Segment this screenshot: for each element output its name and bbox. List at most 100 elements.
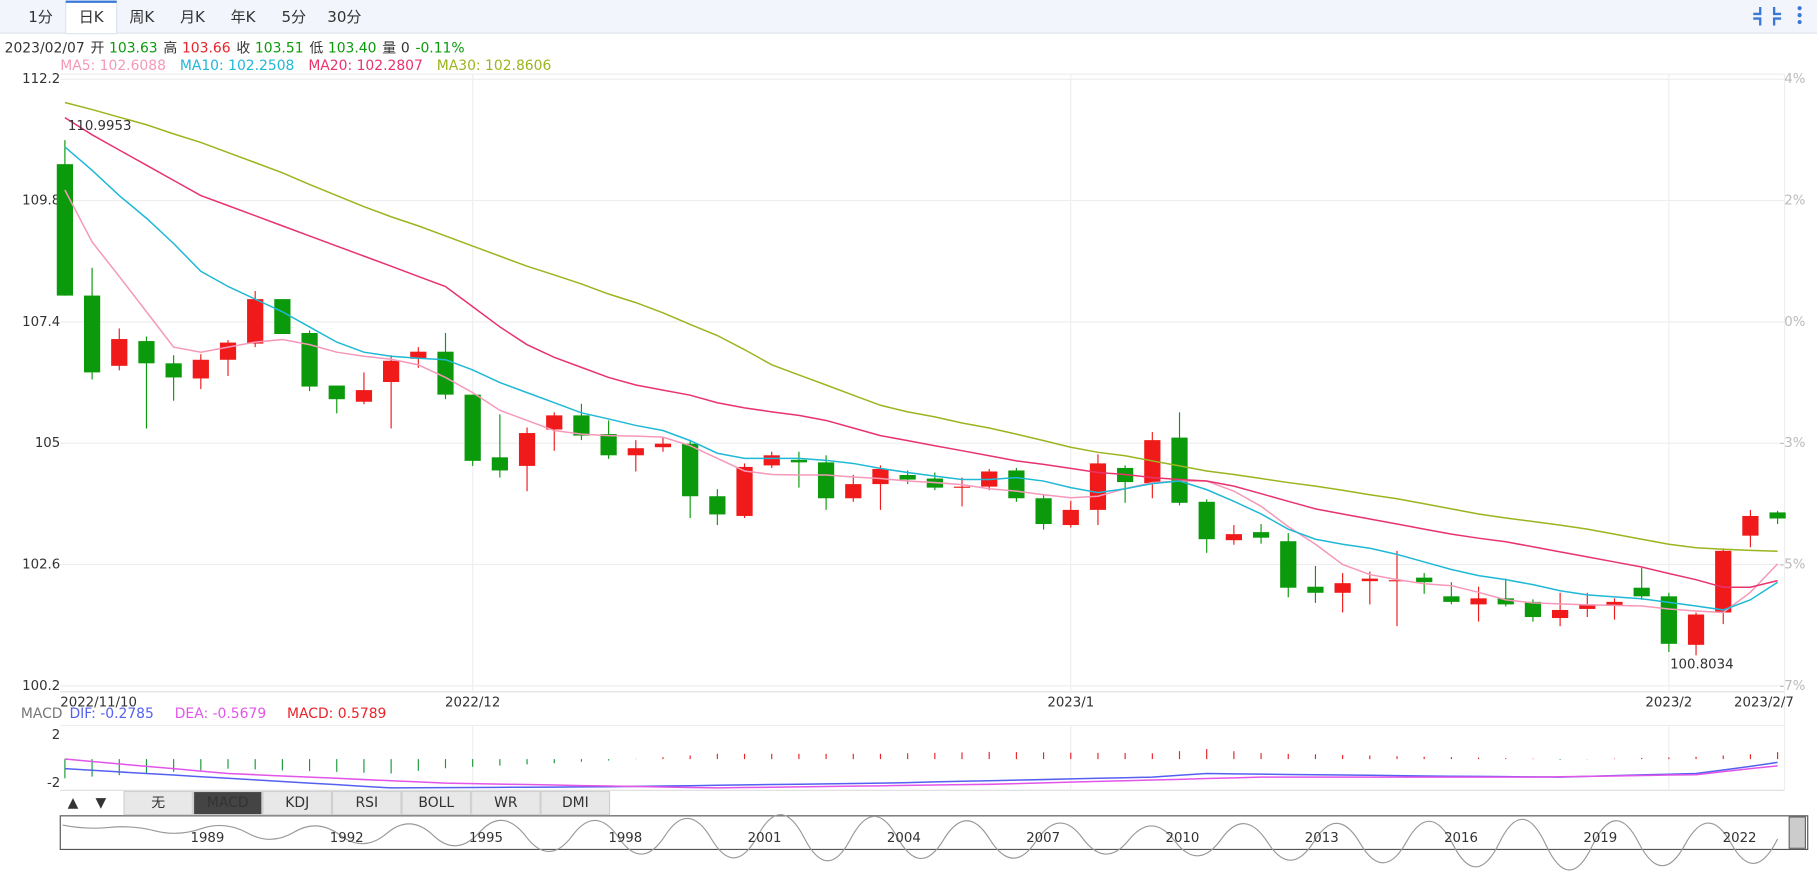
indicator-tab[interactable]: WR [494, 795, 518, 811]
candle-body [1225, 534, 1242, 541]
y-tick-label: 102.6 [22, 557, 60, 572]
candle-body [600, 434, 617, 456]
indicator-tab-bg[interactable] [262, 790, 332, 816]
candle-body [1687, 614, 1705, 645]
tab[interactable]: 1分 [28, 8, 53, 26]
navigator-label: 1989 [190, 831, 224, 846]
candle-body [437, 351, 454, 395]
candle-body [1416, 577, 1433, 583]
ma-line [64, 117, 1778, 588]
dot [1797, 13, 1802, 18]
navigator-label: 2022 [1723, 831, 1757, 846]
ma-line [64, 189, 1779, 614]
candle-body [1280, 541, 1297, 588]
more-icon[interactable] [1797, 6, 1802, 25]
candle-body [219, 342, 237, 360]
y2-tick-label: -3% [1779, 436, 1805, 451]
x-tick-label: 2023/2 [1645, 695, 1692, 710]
y2-tick-label: 4% [1784, 72, 1805, 87]
quote-field: 量 [382, 41, 396, 57]
y2-tick-label: -7% [1779, 679, 1805, 694]
indicator-tab[interactable]: 无 [151, 795, 165, 811]
navigator-handle[interactable] [1788, 816, 1806, 849]
candle-body [1524, 601, 1542, 618]
macd-legend: MACD DIF: -0.2785 DEA: -0.5679 MACD: 0.5789 [21, 706, 387, 722]
indicator-tab[interactable]: MACD [207, 795, 249, 811]
indicator-tab-bg[interactable] [331, 790, 402, 816]
indicator-tab-bg[interactable] [540, 790, 611, 816]
candle-body [790, 459, 808, 463]
candle-body [1443, 596, 1460, 602]
candle-body [763, 455, 780, 466]
nav-arrow[interactable]: ▼ [95, 795, 106, 811]
tab[interactable]: 30分 [327, 8, 361, 26]
candle-body [328, 385, 345, 400]
candle-body [1470, 598, 1487, 605]
candle-body [1579, 604, 1596, 609]
indicator-tab-bg[interactable] [192, 790, 263, 816]
navigator-label: 2019 [1583, 831, 1617, 846]
navigator[interactable] [59, 815, 1809, 851]
legend-entry: DEA: -0.5679 [175, 706, 266, 722]
candle-body [736, 466, 753, 516]
legend-entry: MA30: 102.8606 [437, 58, 552, 74]
candle-body [1552, 609, 1569, 619]
price-annotation: 110.9953 [68, 119, 132, 134]
navigator-label: 2004 [887, 831, 921, 846]
candle-body [1715, 550, 1732, 613]
navigator-label: 2010 [1165, 831, 1199, 846]
candle-body [654, 443, 672, 448]
candle-body [1769, 512, 1786, 519]
indicator-tab-bg[interactable] [471, 790, 541, 816]
candle-body [573, 415, 590, 436]
navigator-label: 2007 [1026, 831, 1060, 846]
quote-field: 低 [309, 41, 323, 57]
tab[interactable]: 月K [180, 8, 206, 26]
indicator-tab[interactable]: BOLL [418, 795, 454, 811]
tab[interactable]: 日K [79, 8, 105, 26]
x-tick-label: 2023/1 [1047, 695, 1094, 710]
tab[interactable]: 年K [231, 8, 257, 26]
candle-body [274, 299, 291, 334]
candle-body [192, 359, 209, 379]
x-tick-label: 2022/12 [445, 695, 500, 710]
candle-body [138, 341, 155, 364]
macd-tick-label: -2 [47, 776, 60, 791]
quote-field: -0.11% [415, 41, 464, 57]
indicator-tab-bg[interactable] [401, 790, 472, 816]
candle-body [872, 468, 889, 485]
macd-tick-label: 2 [52, 728, 60, 743]
x-tick-label: 2023/2/7 [1734, 695, 1794, 710]
navigator-trace [62, 814, 1779, 871]
indicator-tab[interactable]: RSI [355, 795, 378, 811]
candle-body [1388, 580, 1406, 582]
candle-body [83, 295, 101, 373]
navigator-label: 1998 [608, 831, 642, 846]
ma-legend: MA5: 102.6088 MA10: 102.2508 MA20: 102.280… [60, 58, 551, 74]
candle-body [1633, 587, 1650, 597]
candle-body [1307, 586, 1324, 593]
candle-body [845, 484, 862, 499]
nav-arrow[interactable]: ▲ [68, 795, 79, 811]
y2-tick-label: 0% [1784, 315, 1805, 330]
legend-entry: MA10: 102.2508 [180, 58, 295, 74]
candle-body [1742, 515, 1759, 536]
dot [1797, 6, 1802, 11]
candle-body [817, 462, 835, 499]
candle-body [627, 448, 644, 456]
candle-body [709, 496, 726, 515]
legend-entry: DIF: -0.2785 [69, 706, 153, 722]
candle-body [491, 457, 508, 471]
candle-body [410, 351, 427, 359]
legend-entry: MA20: 102.2807 [308, 58, 423, 74]
indicator-tab[interactable]: KDJ [285, 795, 309, 811]
indicator-tab[interactable]: DMI [562, 795, 589, 811]
candle-body [301, 332, 318, 387]
tab[interactable]: 5分 [281, 8, 306, 26]
macd-line [64, 758, 1778, 789]
collapse-icon[interactable] [1753, 6, 1782, 26]
tab[interactable]: 周K [129, 8, 155, 26]
indicator-tab-bg[interactable] [123, 790, 193, 816]
candle-body [518, 433, 536, 466]
